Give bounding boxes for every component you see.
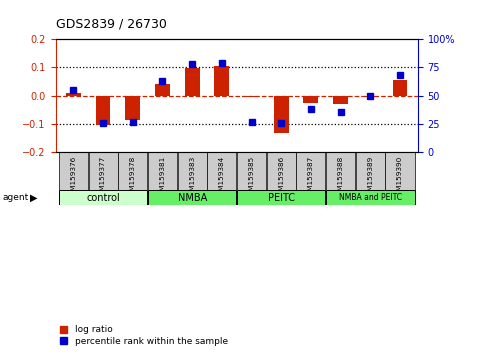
- Legend: log ratio, percentile rank within the sample: log ratio, percentile rank within the sa…: [60, 325, 227, 346]
- Bar: [356, 152, 385, 190]
- Bar: [185, 68, 199, 96]
- Text: GSM159385: GSM159385: [249, 155, 255, 200]
- Bar: [155, 84, 170, 96]
- Text: NMBA and PEITC: NMBA and PEITC: [339, 193, 402, 202]
- Bar: [66, 93, 81, 96]
- Bar: [326, 190, 414, 205]
- Bar: [59, 190, 147, 205]
- Text: agent: agent: [2, 193, 28, 202]
- Bar: [237, 190, 326, 205]
- Bar: [207, 152, 236, 190]
- Bar: [237, 152, 266, 190]
- Bar: [393, 80, 407, 96]
- Bar: [303, 96, 318, 103]
- Text: GSM159388: GSM159388: [338, 155, 343, 200]
- Bar: [178, 152, 207, 190]
- Text: GSM159377: GSM159377: [100, 155, 106, 200]
- Bar: [118, 152, 147, 190]
- Text: GSM159376: GSM159376: [71, 155, 76, 200]
- Bar: [297, 152, 326, 190]
- Bar: [385, 152, 414, 190]
- Bar: [125, 96, 140, 120]
- Text: GSM159378: GSM159378: [130, 155, 136, 200]
- Bar: [363, 96, 378, 97]
- Bar: [88, 152, 117, 190]
- Text: GDS2839 / 26730: GDS2839 / 26730: [56, 17, 167, 30]
- Text: GSM159384: GSM159384: [219, 155, 225, 200]
- Text: ▶: ▶: [30, 193, 38, 203]
- Bar: [96, 96, 111, 125]
- Bar: [267, 152, 296, 190]
- Text: PEITC: PEITC: [268, 193, 295, 203]
- Text: GSM159386: GSM159386: [278, 155, 284, 200]
- Bar: [274, 96, 289, 132]
- Text: GSM159381: GSM159381: [159, 155, 166, 200]
- Bar: [59, 152, 88, 190]
- Bar: [244, 96, 259, 97]
- Text: GSM159389: GSM159389: [367, 155, 373, 200]
- Text: NMBA: NMBA: [178, 193, 207, 203]
- Bar: [214, 66, 229, 96]
- Bar: [326, 152, 355, 190]
- Bar: [148, 152, 177, 190]
- Text: GSM159383: GSM159383: [189, 155, 195, 200]
- Bar: [333, 96, 348, 104]
- Text: control: control: [86, 193, 120, 203]
- Text: GSM159387: GSM159387: [308, 155, 314, 200]
- Bar: [148, 190, 236, 205]
- Text: GSM159390: GSM159390: [397, 155, 403, 200]
